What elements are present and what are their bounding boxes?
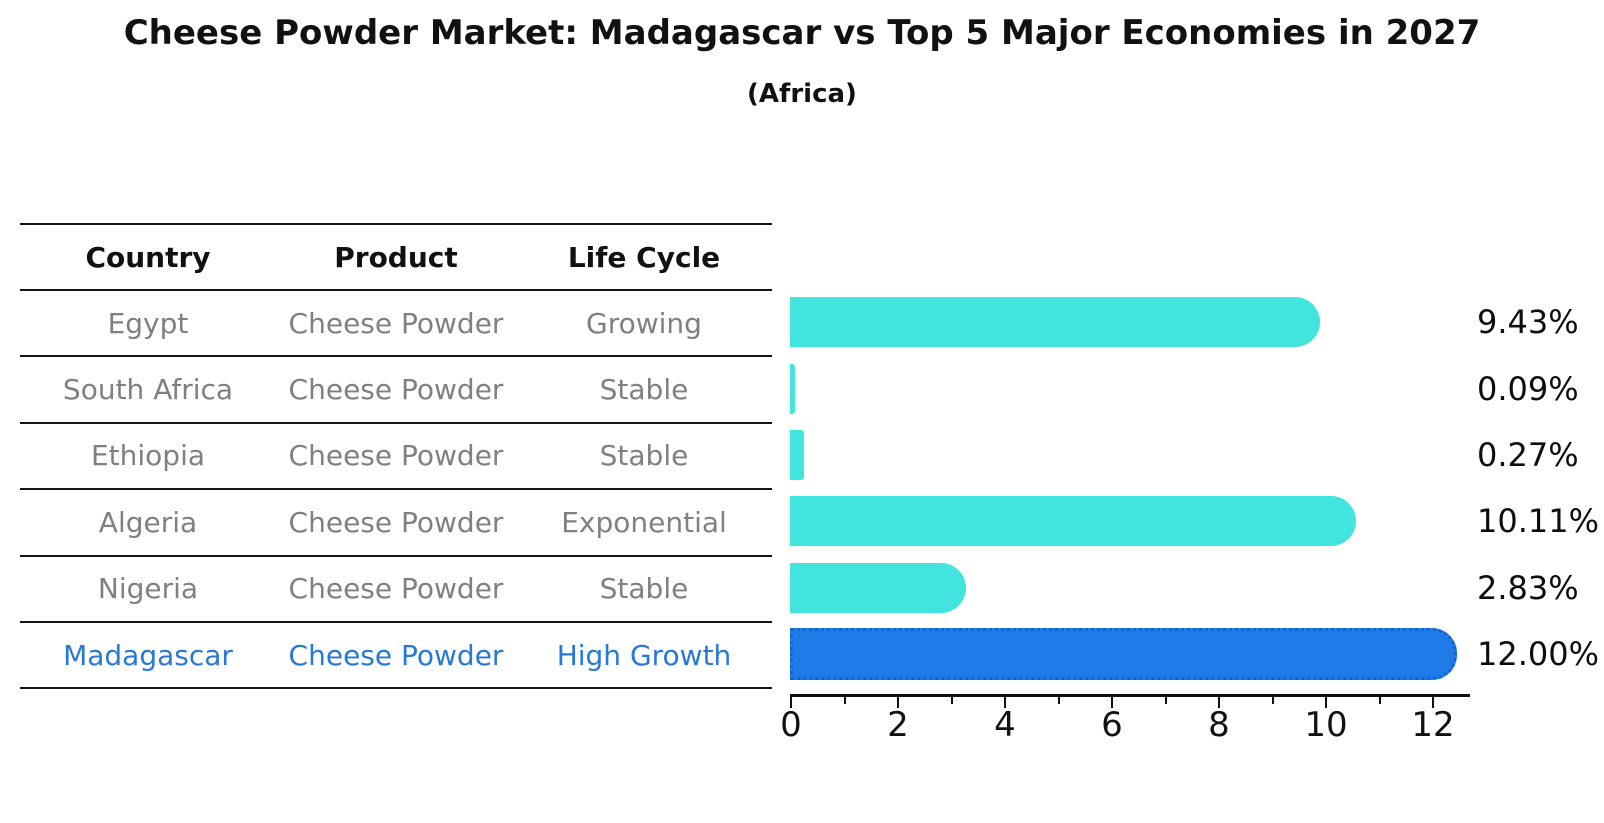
x-axis-tick: [1218, 697, 1220, 708]
page-subtitle: (Africa): [747, 79, 857, 109]
table-row: Egypt Cheese Powder Growing: [20, 291, 772, 358]
x-axis-tick-label: 4: [994, 705, 1016, 745]
table-cell-product: Cheese Powder: [288, 439, 504, 473]
bar-egypt: [790, 297, 1320, 348]
table-header-row: Country Product Life Cycle: [20, 225, 772, 291]
table-row: South Africa Cheese Powder Stable: [20, 357, 772, 424]
bar-nigeria: [790, 562, 967, 613]
bar-south-africa: [790, 363, 795, 414]
x-axis-tick-label: 8: [1208, 705, 1230, 745]
x-axis-minor-tick: [950, 697, 953, 704]
table-cell-country: Ethiopia: [90, 439, 206, 473]
table-cell-country: Egypt: [107, 306, 189, 340]
value-label: 12.00%: [1477, 635, 1600, 674]
x-axis-tick: [1432, 697, 1434, 708]
table-row: Nigeria Cheese Powder Stable: [20, 557, 772, 623]
table-row: Algeria Cheese Powder Exponential: [20, 490, 772, 557]
x-axis-tick-label: 10: [1304, 705, 1348, 745]
x-axis-tick: [1004, 697, 1006, 708]
x-axis-minor-tick: [1164, 697, 1167, 704]
table-cell-lifecycle: High Growth: [556, 638, 732, 672]
table-cell-product: Cheese Powder: [288, 638, 504, 672]
table-cell-country: South Africa: [62, 373, 234, 407]
value-label: 9.43%: [1477, 303, 1579, 342]
table-body: Egypt Cheese Powder Growing South Africa Che…: [20, 291, 772, 690]
x-axis-tick: [1111, 697, 1113, 708]
table-cell-lifecycle: Stable: [599, 439, 689, 473]
x-axis-minor-tick: [1271, 697, 1274, 704]
page-title: Cheese Powder Market: Madagascar vs Top …: [123, 13, 1481, 53]
x-axis-minor-tick: [1378, 697, 1381, 704]
bar-algeria: [790, 496, 1356, 547]
table-cell-country: Nigeria: [97, 572, 199, 606]
x-axis-minor-tick: [843, 697, 846, 704]
x-axis-tick-label: 2: [887, 705, 909, 745]
bar-madagascar: [790, 628, 1457, 681]
table-cell-product: Cheese Powder: [288, 505, 504, 539]
table-cell-product: Cheese Powder: [288, 373, 504, 407]
table-cell-product: Cheese Powder: [288, 306, 504, 340]
table-cell-country: Algeria: [98, 505, 198, 539]
value-label: 0.27%: [1477, 436, 1579, 474]
x-axis-tick: [790, 697, 792, 708]
table-cell-country: Madagascar: [63, 638, 233, 672]
x-axis-tick-label: 0: [780, 705, 802, 745]
table-cell-lifecycle: Stable: [599, 373, 689, 407]
x-axis-tick: [897, 697, 899, 708]
comparison-table: Country Product Life Cycle Egypt Cheese P…: [20, 223, 772, 690]
x-axis-tick-label: 12: [1411, 705, 1455, 745]
table-header-product: Product: [334, 240, 458, 274]
table-row: Ethiopia Cheese Powder Stable: [20, 424, 772, 491]
x-axis-minor-tick: [1057, 697, 1060, 704]
x-axis-tick: [1325, 697, 1327, 708]
x-axis-tick-label: 6: [1101, 705, 1123, 745]
x-axis: [790, 694, 1470, 697]
value-label: 2.83%: [1477, 568, 1579, 607]
table-row: Madagascar Cheese Powder High Growth: [20, 623, 772, 690]
table-cell-lifecycle: Exponential: [561, 505, 727, 539]
table-header-country: Country: [85, 240, 211, 274]
table-cell-lifecycle: Growing: [586, 306, 702, 340]
value-label: 10.11%: [1477, 502, 1600, 541]
bar-ethiopia: [790, 430, 805, 480]
value-label: 0.09%: [1477, 369, 1579, 408]
table-cell-lifecycle: Stable: [599, 572, 689, 606]
table-cell-product: Cheese Powder: [288, 572, 504, 606]
table-header-lifecycle: Life Cycle: [567, 240, 721, 274]
